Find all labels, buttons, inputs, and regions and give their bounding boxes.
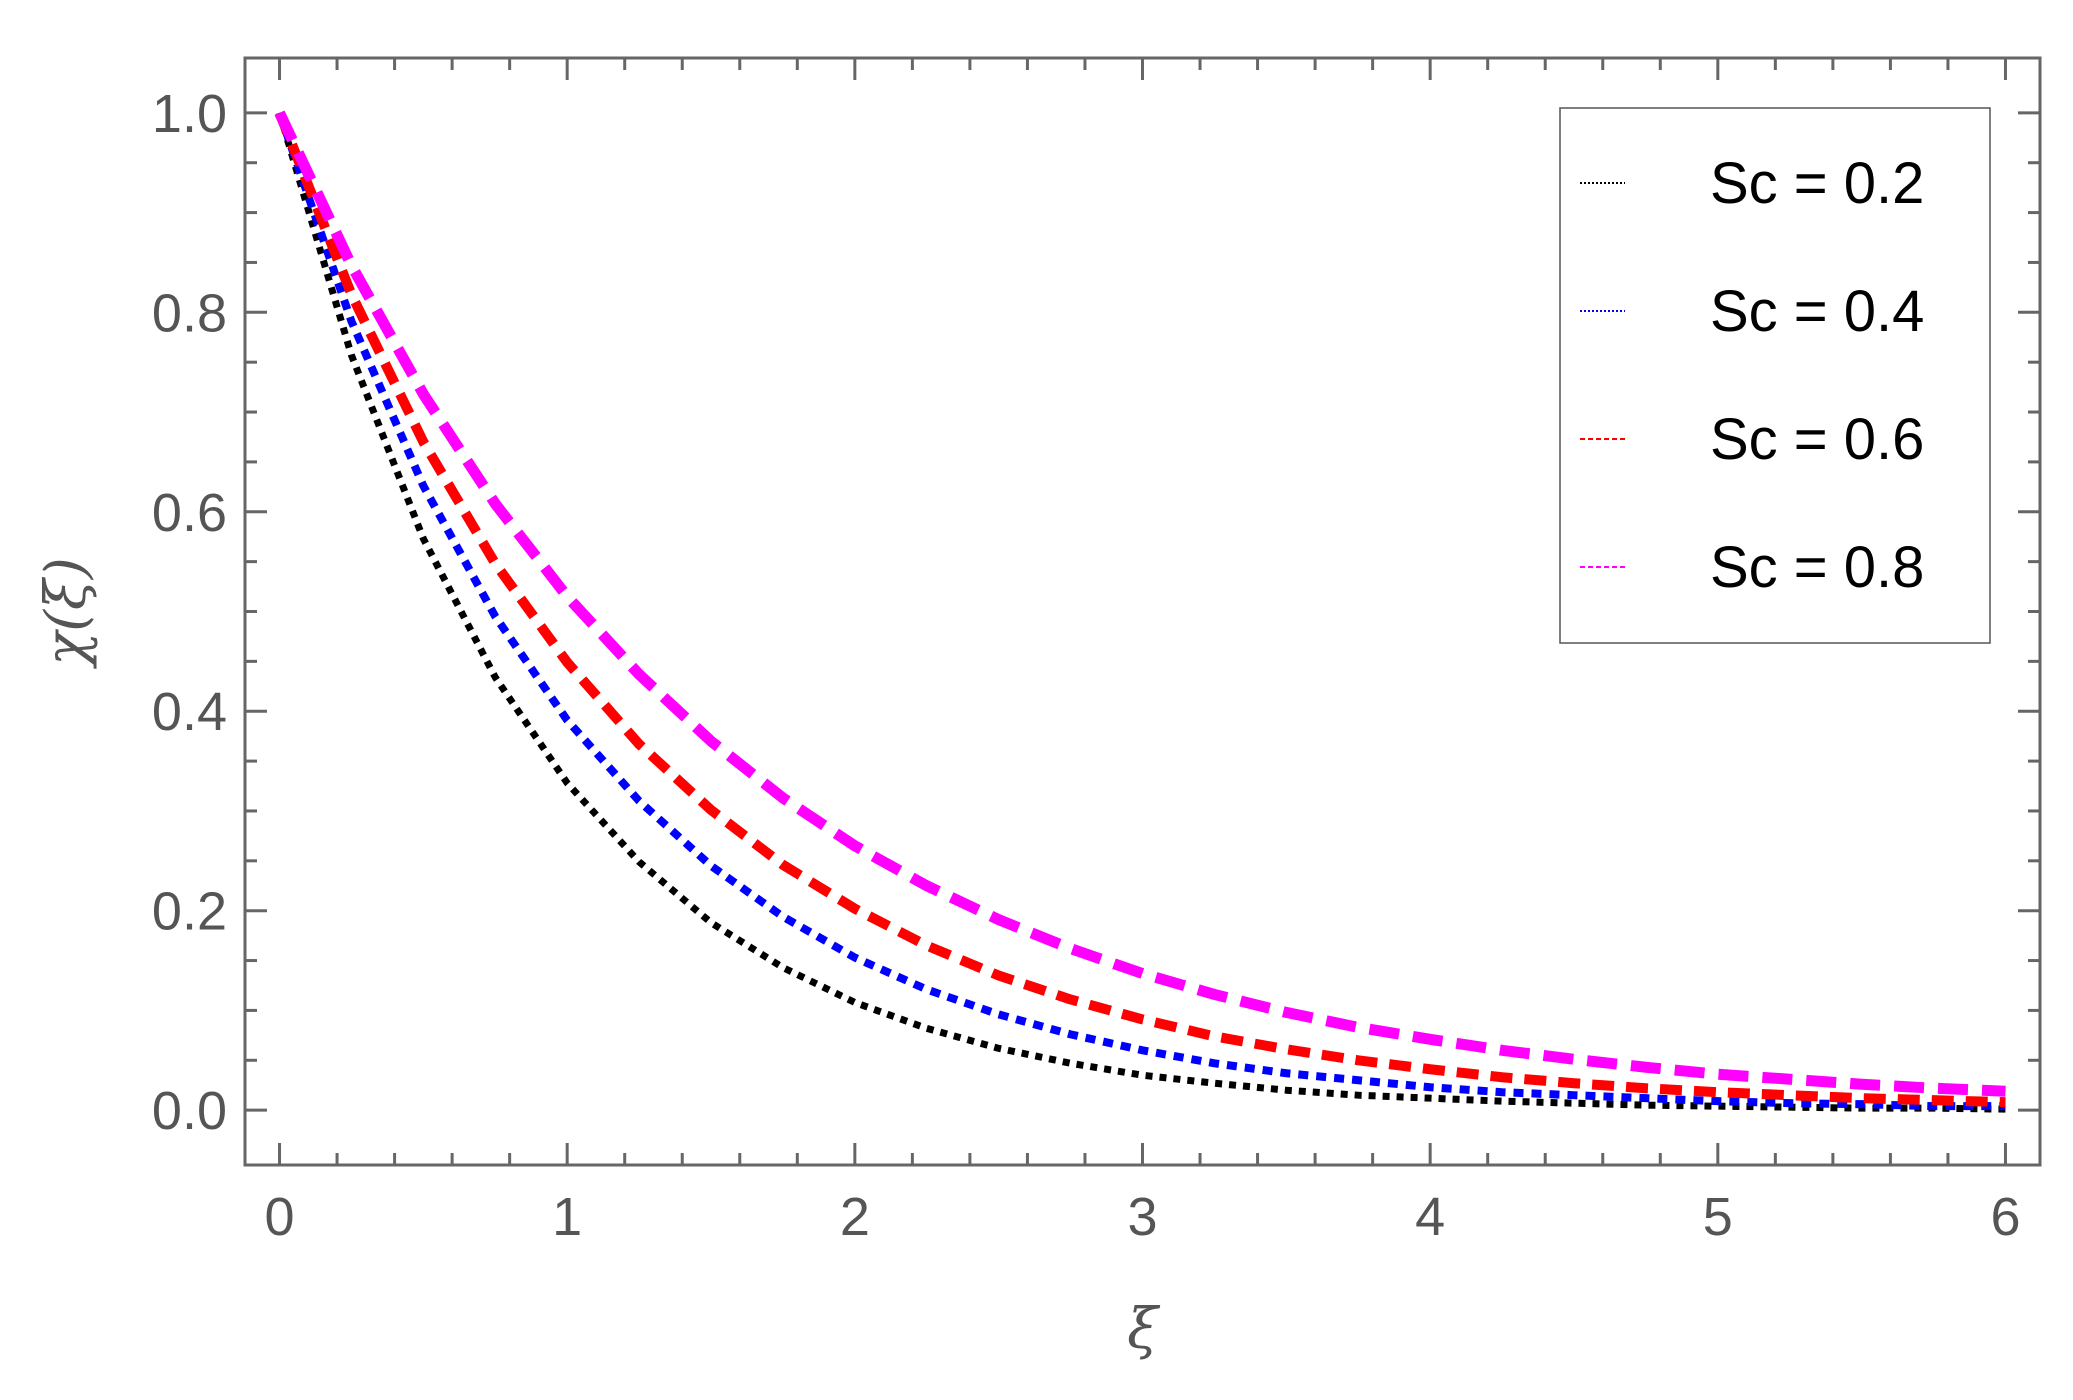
ticks-layer: [245, 58, 2040, 1165]
y-tick-label: 0.6: [152, 483, 227, 543]
x-axis-label: ξ: [1127, 1297, 1161, 1362]
x-tick-label: 3: [1127, 1187, 1157, 1247]
y-tick-label: 0.8: [152, 283, 227, 343]
legend-label: Sc = 0.4: [1710, 279, 1924, 344]
y-axis-label: χ(ξ): [34, 557, 99, 669]
legend-label: Sc = 0.2: [1710, 151, 1924, 216]
series-line-1: [276, 111, 2006, 1113]
legend: Sc = 0.2 Sc = 0.4 Sc = 0.6 Sc = 0.8: [1559, 107, 1991, 644]
x-tick-label: 1: [552, 1187, 582, 1247]
y-tick-label: 0.2: [152, 882, 227, 942]
y-tick-label: 1.0: [152, 84, 227, 144]
y-tick-label: 0.0: [152, 1081, 227, 1141]
x-tick-label: 5: [1703, 1187, 1733, 1247]
x-tick-label: 6: [1990, 1187, 2020, 1247]
x-tick-label: 4: [1415, 1187, 1445, 1247]
legend-label: Sc = 0.6: [1710, 407, 1924, 472]
x-tick-label: 2: [840, 1187, 870, 1247]
series-layer: [274, 110, 2006, 1113]
tick-labels-layer: 0 1 2 3 4 5 6 0.0 0.2 0.4 0.6 0.8 1.0: [152, 84, 2021, 1247]
legend-label: Sc = 0.8: [1710, 535, 1924, 600]
x-tick-label: 0: [264, 1187, 294, 1247]
series-line-2: [275, 111, 2006, 1111]
legend-box: [1559, 107, 1991, 644]
y-tick-label: 0.4: [152, 682, 227, 742]
series-line-3: [274, 111, 2006, 1108]
